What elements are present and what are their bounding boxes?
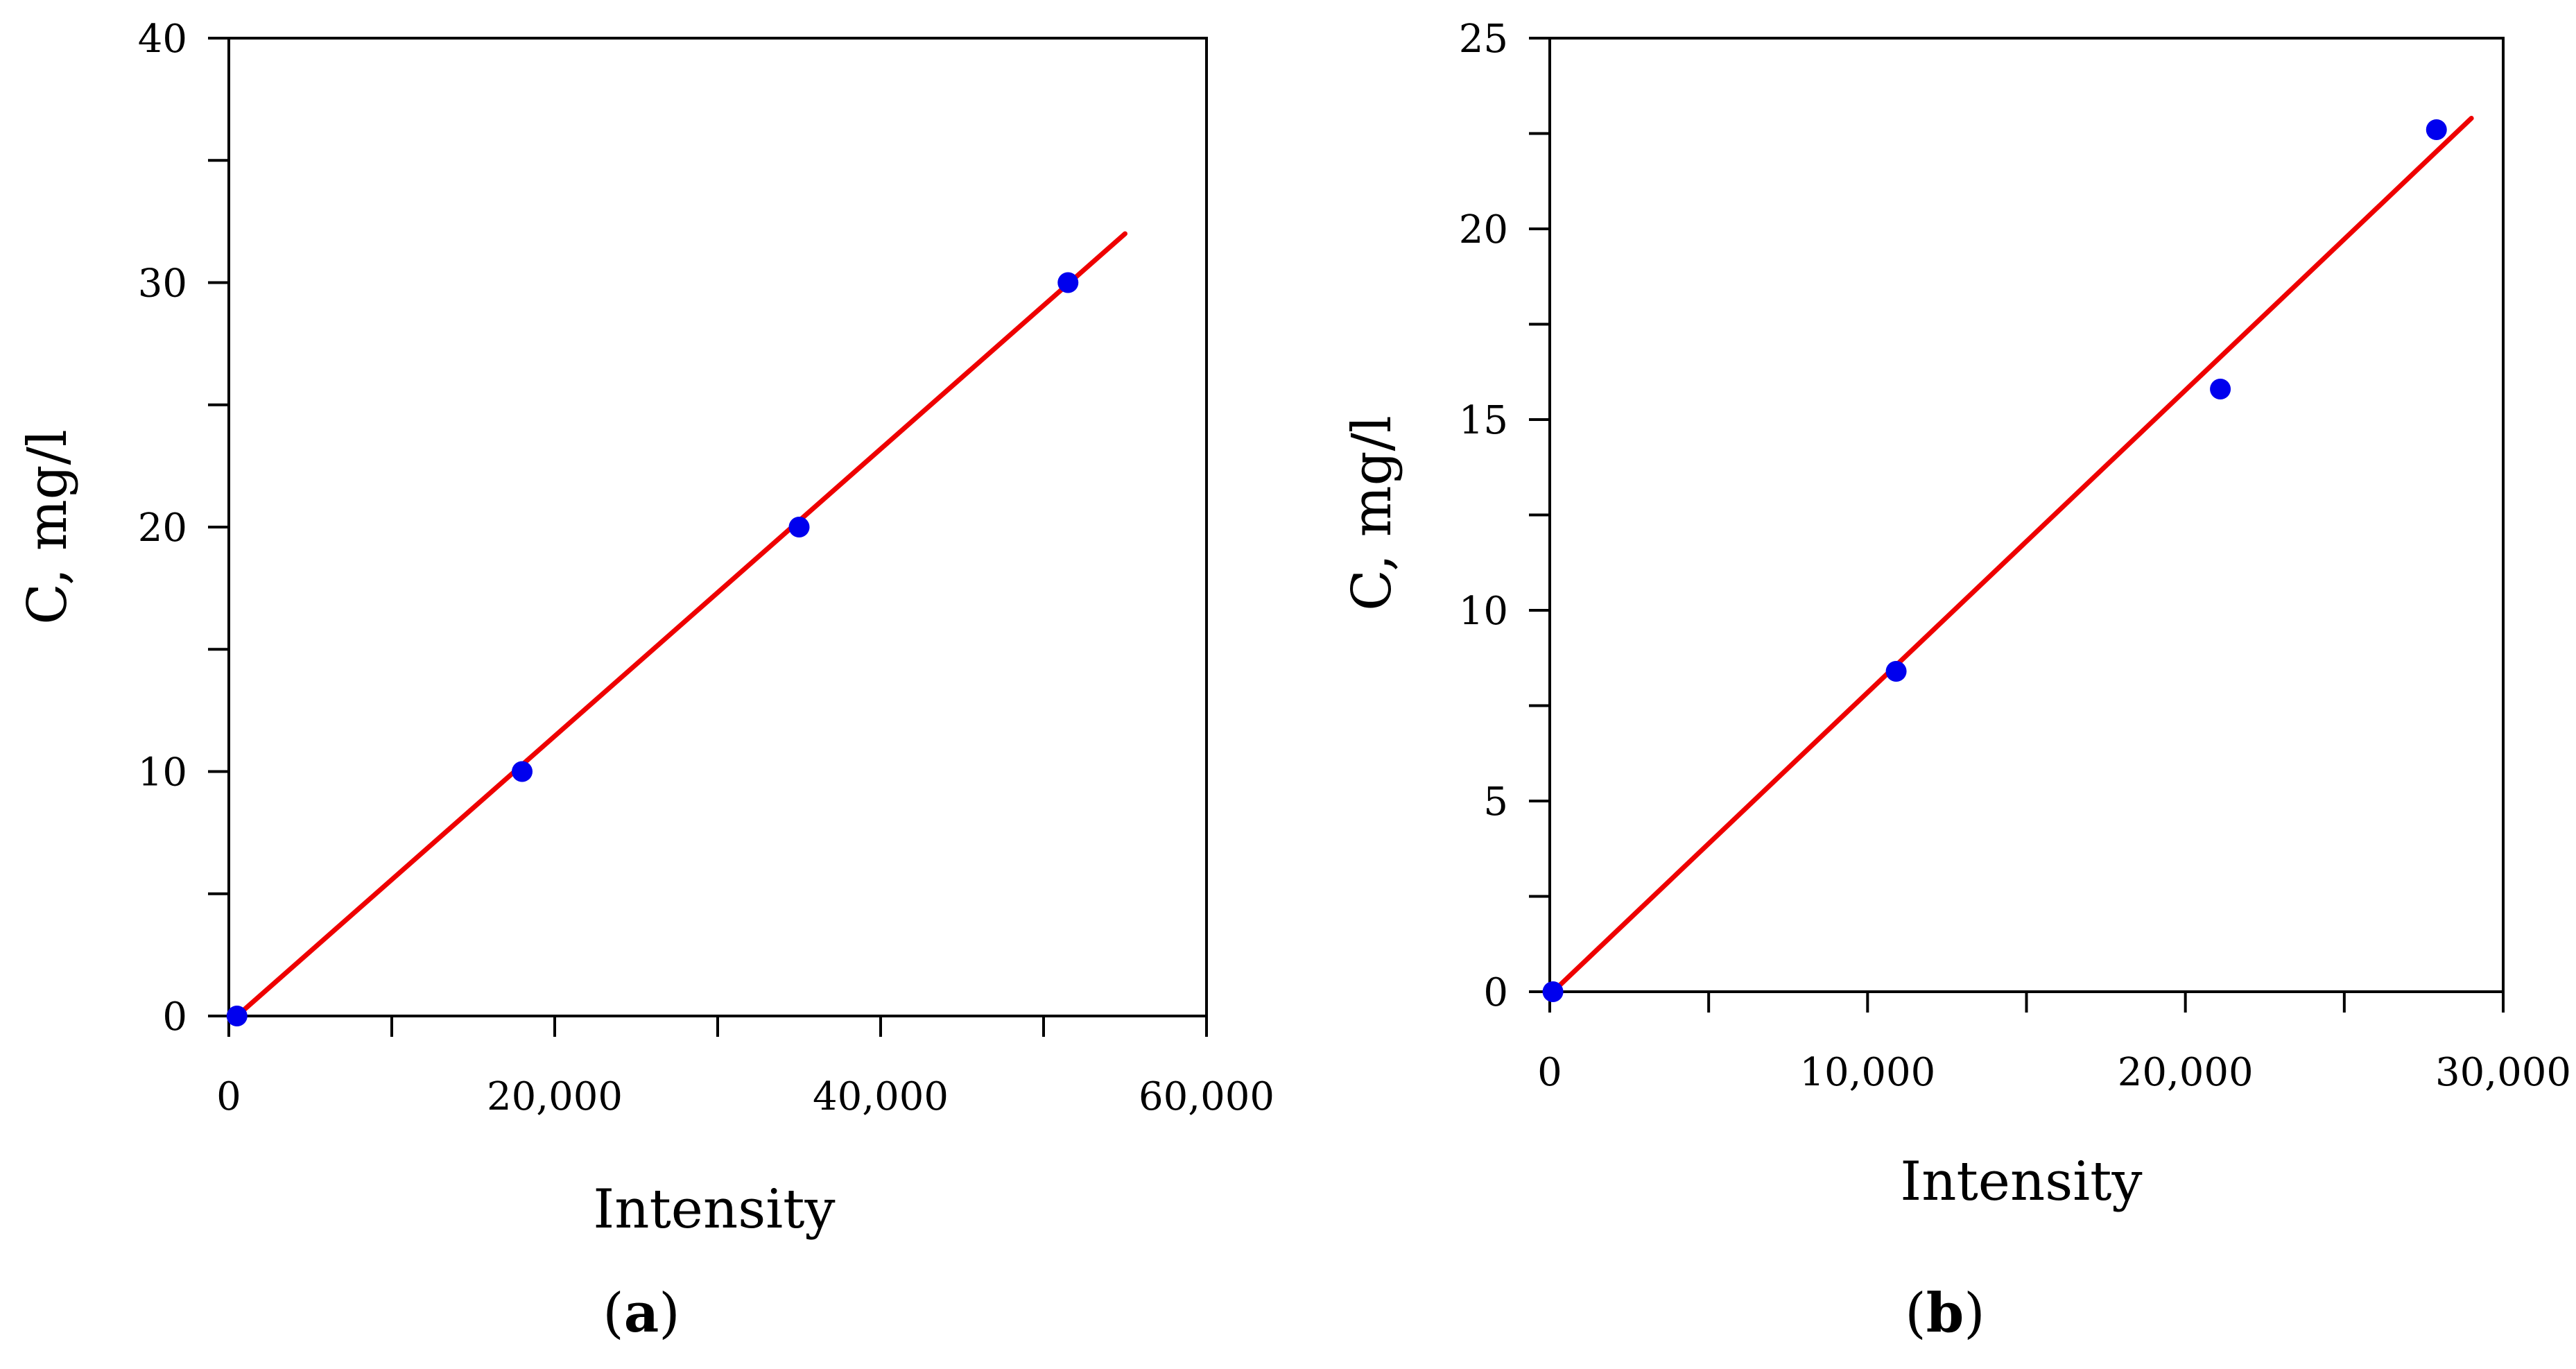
panel-label-paren-open: ( bbox=[1905, 1282, 1926, 1345]
y-tick-label: 0 bbox=[162, 995, 187, 1040]
y-axis-label: C, mg/l bbox=[1341, 415, 1403, 611]
x-axis-label: Intensity bbox=[593, 1178, 835, 1241]
y-tick-label: 20 bbox=[1459, 207, 1508, 252]
x-tick-label: 60,000 bbox=[1139, 1074, 1274, 1119]
chart-a: 0 20,000 40,000 60,000 0 10 20 30 40 Intensity C, … bbox=[17, 17, 1274, 1345]
y-tick-label: 40 bbox=[138, 17, 187, 62]
y-tick-label: 25 bbox=[1459, 17, 1508, 62]
x-tick-label: 20,000 bbox=[487, 1074, 623, 1119]
y-tick-label: 15 bbox=[1459, 398, 1508, 443]
y-tick-label: 10 bbox=[138, 750, 187, 795]
data-point bbox=[2210, 379, 2231, 399]
y-tick-label: 5 bbox=[1483, 780, 1508, 825]
y-axis-label: C, mg/l bbox=[17, 429, 79, 625]
fit-line bbox=[1550, 116, 2474, 995]
panel-label-paren-open: ( bbox=[603, 1282, 623, 1345]
data-point bbox=[1057, 272, 1079, 293]
x-axis-label: Intensity bbox=[1900, 1151, 2142, 1213]
x-tick-label: 40,000 bbox=[813, 1074, 949, 1119]
data-point bbox=[1885, 661, 1907, 682]
panel-label: (a) bbox=[603, 1282, 680, 1345]
panel-label-paren-close: ) bbox=[659, 1282, 680, 1345]
panel-label: (b) bbox=[1905, 1282, 1985, 1345]
y-tick-label: 20 bbox=[138, 506, 187, 551]
plot-frame bbox=[1548, 37, 2505, 993]
fit-line bbox=[234, 231, 1127, 1019]
panel-label-letter: a bbox=[624, 1282, 659, 1345]
x-tick-label: 30,000 bbox=[2435, 1050, 2571, 1095]
y-tick-label: 30 bbox=[138, 261, 187, 307]
x-tick-label: 0 bbox=[1537, 1050, 1562, 1095]
plot-frame bbox=[227, 37, 1208, 1017]
y-tick-label: 10 bbox=[1459, 589, 1508, 634]
data-point bbox=[2426, 119, 2447, 140]
x-tick-label: 0 bbox=[216, 1074, 241, 1119]
data-point bbox=[226, 1006, 248, 1026]
data-point bbox=[512, 761, 533, 782]
data-point bbox=[1542, 981, 1564, 1002]
x-tick-label: 20,000 bbox=[2118, 1050, 2254, 1095]
panel-label-letter: b bbox=[1926, 1282, 1964, 1345]
y-tick-label: 0 bbox=[1483, 970, 1508, 1015]
chart-b: 0 10,000 20,000 30,000 0 5 10 15 20 25 Intensity C,… bbox=[1341, 17, 2571, 1345]
x-tick-label: 10,000 bbox=[1799, 1050, 1935, 1095]
data-point bbox=[788, 517, 810, 537]
panel-label-paren-close: ) bbox=[1964, 1282, 1985, 1345]
